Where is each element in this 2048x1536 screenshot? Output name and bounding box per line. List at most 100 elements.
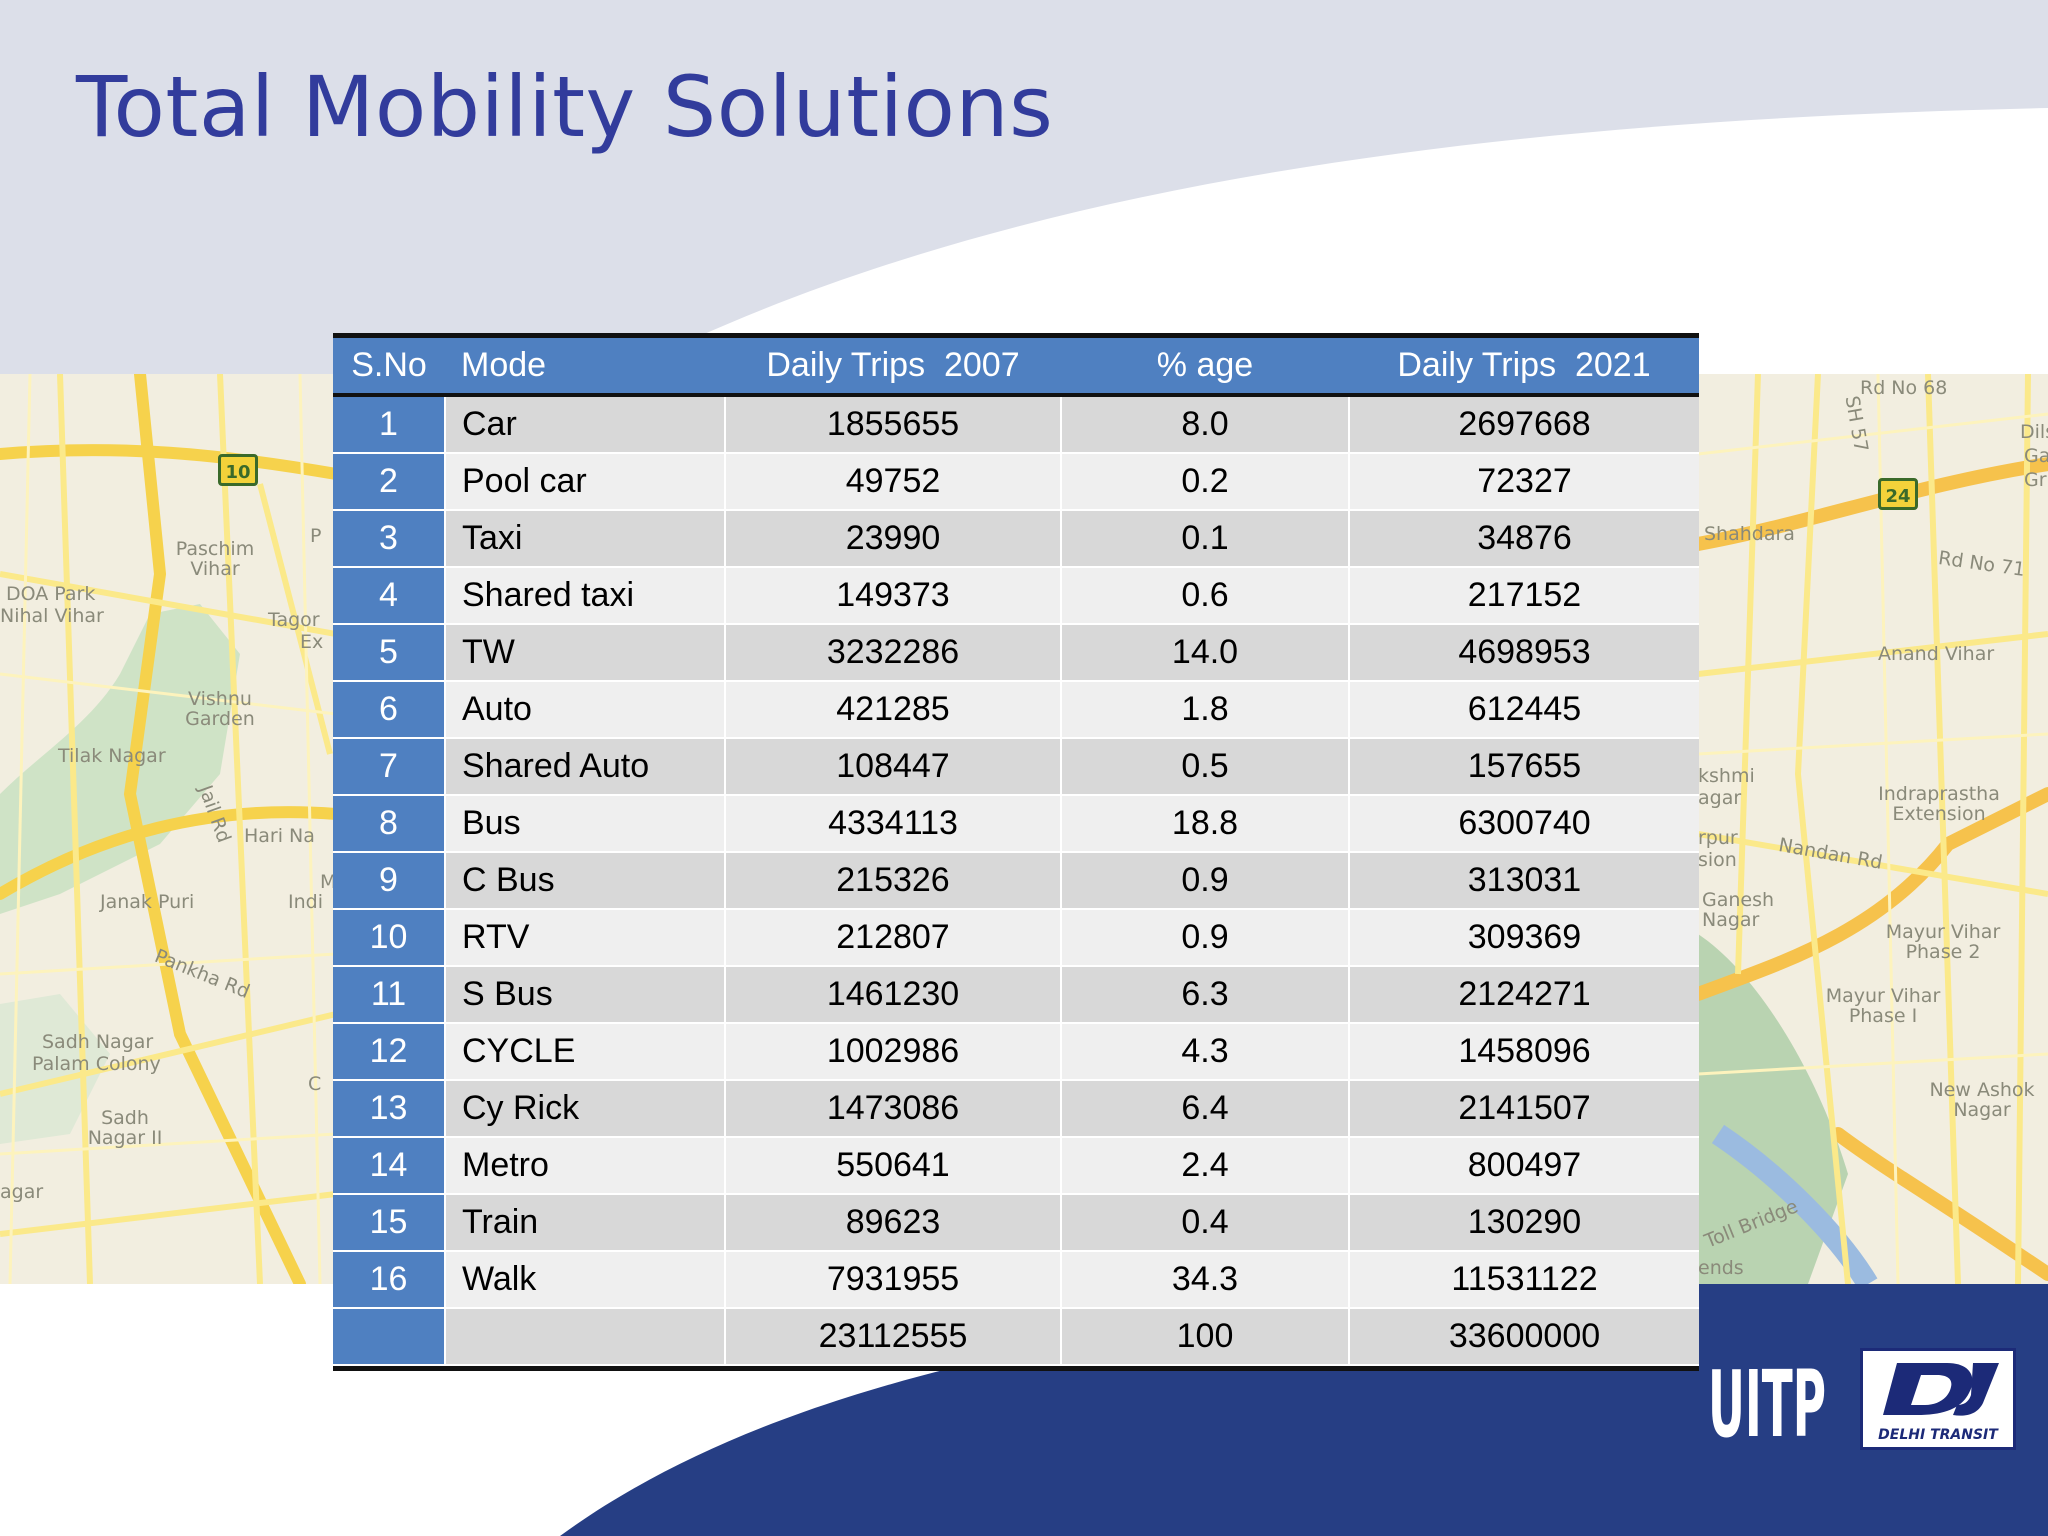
cell-percentage: 18.8	[1061, 795, 1350, 853]
map-label: Gr	[2024, 469, 2047, 491]
map-label: New Ashok Nagar	[1929, 1079, 2035, 1121]
map-label: Ganesh Nagar	[1702, 889, 1775, 931]
uitp-logo: UITP	[1708, 1351, 1826, 1448]
cell-percentage: 14.0	[1061, 624, 1350, 682]
table-header-row: S.No Mode Daily Trips 2007 % age Daily T…	[333, 338, 1699, 397]
cell-daily-trips-2021: 157655	[1349, 738, 1699, 796]
map-label: Ga	[2024, 445, 2048, 467]
cell-daily-trips-2007: 7931955	[725, 1251, 1062, 1309]
cell-sno: 8	[333, 795, 446, 853]
cell-mode: RTV	[445, 909, 726, 967]
map-label: DOA Park	[6, 583, 96, 605]
cell-daily-trips-2021: 2697668	[1349, 395, 1699, 454]
delhi-transit-emblem	[1883, 1363, 1999, 1416]
cell-percentage: 0.1	[1061, 510, 1350, 568]
map-label: Paschim Vihar	[175, 538, 255, 580]
cell-mode: Car	[445, 395, 726, 454]
map-label: Mayur Vihar Phase I	[1825, 985, 1941, 1027]
map-right: 24 Rd No 68 SH 57 Dils Ga Gr Shahdara Rd…	[1698, 374, 2048, 1284]
cell-daily-trips-2021: 2124271	[1349, 966, 1699, 1024]
cell-percentage: 0.4	[1061, 1194, 1350, 1252]
cell-mode: TW	[445, 624, 726, 682]
table-row: 4 Shared taxi 149373 0.6 217152	[333, 567, 1699, 625]
table-row: 1 Car 1855655 8.0 2697668	[333, 395, 1699, 454]
map-label: Indi	[288, 891, 323, 913]
cell-daily-trips-2007: 1002986	[725, 1023, 1062, 1081]
cell-mode: Shared Auto	[445, 738, 726, 796]
table-row: 6 Auto 421285 1.8 612445	[333, 681, 1699, 739]
cell-daily-trips-2007: 23112555	[725, 1308, 1062, 1366]
cell-daily-trips-2007: 4334113	[725, 795, 1062, 853]
map-label: Indraprastha Extension	[1878, 783, 2000, 825]
cell-sno: 1	[333, 395, 446, 454]
map-label: M	[320, 871, 336, 893]
cell-daily-trips-2021: 34876	[1349, 510, 1699, 568]
map-label: Shahdara	[1704, 523, 1795, 545]
delhi-transit-text: DELHI TRANSIT	[1878, 1427, 1998, 1443]
map-label: P	[310, 525, 322, 547]
map-label: kshmi	[1698, 765, 1755, 787]
table-row: 7 Shared Auto 108447 0.5 157655	[333, 738, 1699, 796]
highway-shield: 10	[218, 454, 258, 486]
map-label: rpur	[1698, 827, 1738, 849]
map-label: ends	[1698, 1257, 1744, 1279]
map-label: Mayur Vihar Phase 2	[1885, 921, 2001, 963]
cell-sno: 3	[333, 510, 446, 568]
map-label: Palam Colony	[32, 1053, 161, 1075]
cell-daily-trips-2021: 800497	[1349, 1137, 1699, 1195]
cell-daily-trips-2007: 421285	[725, 681, 1062, 739]
delhi-transit-logo: DELHI TRANSIT	[1860, 1348, 2016, 1450]
cell-percentage: 8.0	[1061, 395, 1350, 454]
cell-mode: Metro	[445, 1137, 726, 1195]
header-band	[0, 0, 2048, 374]
cell-mode: CYCLE	[445, 1023, 726, 1081]
map-label: Tagor	[268, 609, 320, 631]
cell-daily-trips-2007: 550641	[725, 1137, 1062, 1195]
cell-percentage: 0.9	[1061, 852, 1350, 910]
table-row: 11 S Bus 1461230 6.3 2124271	[333, 966, 1699, 1024]
cell-daily-trips-2021: 217152	[1349, 567, 1699, 625]
cell-percentage: 2.4	[1061, 1137, 1350, 1195]
map-label: Tilak Nagar	[58, 745, 166, 767]
cell-mode: Auto	[445, 681, 726, 739]
cell-daily-trips-2007: 212807	[725, 909, 1062, 967]
table-row: 23112555 100 33600000	[333, 1308, 1699, 1366]
highway-shield: 24	[1878, 478, 1918, 510]
cell-sno: 5	[333, 624, 446, 682]
cell-sno: 2	[333, 453, 446, 511]
table-row: 2 Pool car 49752 0.2 72327	[333, 453, 1699, 511]
cell-percentage: 4.3	[1061, 1023, 1350, 1081]
cell-percentage: 34.3	[1061, 1251, 1350, 1309]
cell-percentage: 100	[1061, 1308, 1350, 1366]
table-row: 13 Cy Rick 1473086 6.4 2141507	[333, 1080, 1699, 1138]
cell-daily-trips-2021: 72327	[1349, 453, 1699, 511]
cell-daily-trips-2021: 4698953	[1349, 624, 1699, 682]
table-row: 8 Bus 4334113 18.8 6300740	[333, 795, 1699, 853]
cell-sno	[333, 1308, 446, 1366]
cell-sno: 15	[333, 1194, 446, 1252]
map-label: Sadh Nagar II	[87, 1107, 163, 1149]
cell-sno: 12	[333, 1023, 446, 1081]
cell-daily-trips-2007: 1473086	[725, 1080, 1062, 1138]
mobility-table: S.No Mode Daily Trips 2007 % age Daily T…	[333, 333, 1699, 1371]
cell-daily-trips-2021: 2141507	[1349, 1080, 1699, 1138]
cell-mode: Shared taxi	[445, 567, 726, 625]
cell-mode: Cy Rick	[445, 1080, 726, 1138]
header-percentage: % age	[1061, 338, 1349, 397]
cell-sno: 16	[333, 1251, 446, 1309]
slide-title: Total Mobility Solutions	[76, 58, 1054, 156]
table-row: 5 TW 3232286 14.0 4698953	[333, 624, 1699, 682]
table-row: 12 CYCLE 1002986 4.3 1458096	[333, 1023, 1699, 1081]
table-row: 15 Train 89623 0.4 130290	[333, 1194, 1699, 1252]
map-label: Janak Puri	[100, 891, 195, 913]
map-label: Vishnu Garden	[185, 688, 255, 730]
cell-percentage: 0.5	[1061, 738, 1350, 796]
cell-daily-trips-2007: 3232286	[725, 624, 1062, 682]
cell-percentage: 0.6	[1061, 567, 1350, 625]
logos: UITP DELHI TRANSIT	[1708, 1348, 2018, 1452]
map-label: C	[308, 1073, 322, 1095]
cell-daily-trips-2021: 33600000	[1349, 1308, 1699, 1366]
cell-percentage: 0.2	[1061, 453, 1350, 511]
cell-daily-trips-2021: 612445	[1349, 681, 1699, 739]
cell-percentage: 6.4	[1061, 1080, 1350, 1138]
